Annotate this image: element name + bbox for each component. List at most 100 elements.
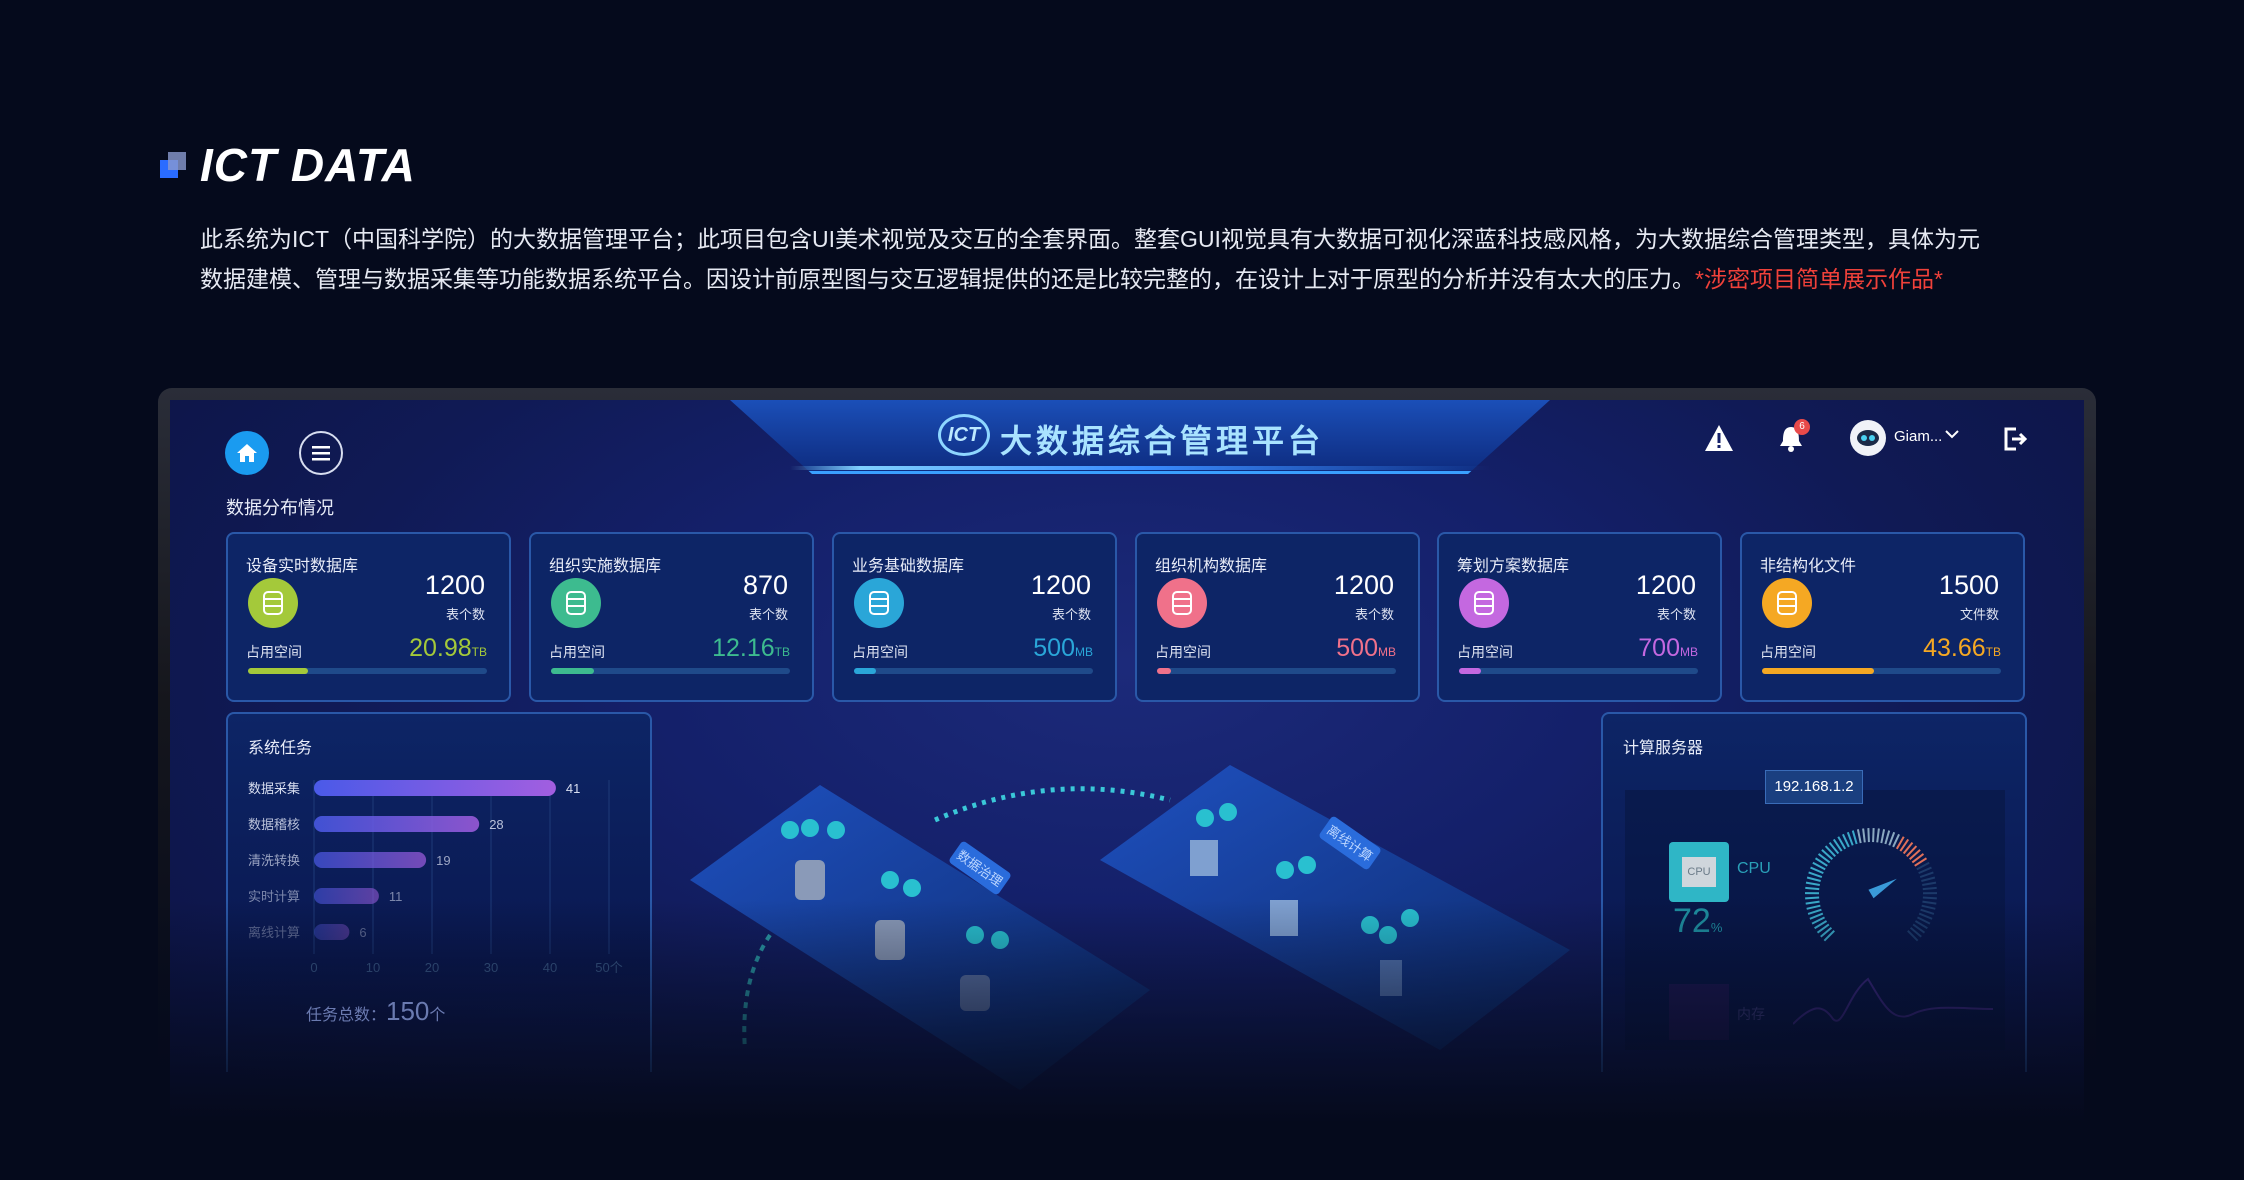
bar-value-label: 41 bbox=[566, 781, 580, 796]
gauge-tick bbox=[1914, 857, 1928, 867]
app-title: 大数据综合管理平台 bbox=[1000, 423, 1325, 459]
card-count-label: 表个数 bbox=[1656, 607, 1696, 622]
card-count-label: 表个数 bbox=[1051, 607, 1091, 622]
size-unit: TB bbox=[774, 645, 790, 659]
banner-glow bbox=[790, 466, 1490, 470]
usage-bar bbox=[1157, 668, 1396, 674]
warning-button[interactable] bbox=[1704, 424, 1734, 457]
gauge-tick bbox=[1805, 881, 1820, 887]
gauge-tick bbox=[1892, 833, 1900, 848]
occupied-label: 占用空间 bbox=[549, 644, 605, 660]
panel-title: 系统任务 bbox=[248, 740, 313, 757]
logout-button[interactable] bbox=[2002, 426, 2028, 457]
chevron-down-icon bbox=[1945, 430, 1959, 439]
card-count: 1200 bbox=[1635, 570, 1696, 600]
gauge-tick bbox=[1916, 861, 1930, 871]
gauge-tick bbox=[1876, 828, 1880, 843]
gauge-tick bbox=[1808, 871, 1823, 878]
task-total: 任务总数：150个 bbox=[306, 996, 445, 1027]
size-unit: MB bbox=[1680, 645, 1698, 659]
database-check-icon bbox=[551, 578, 601, 628]
gauge-tick bbox=[1919, 871, 1934, 878]
logout-icon bbox=[2004, 427, 2028, 451]
file-icon bbox=[1762, 578, 1812, 628]
gauge-tick bbox=[1805, 896, 1820, 900]
db-card[interactable]: 业务基础数据库 1200 表个数 占用空间 500MB bbox=[832, 532, 1117, 702]
gauge-tick bbox=[1805, 886, 1820, 891]
bar bbox=[314, 780, 556, 796]
size-unit: MB bbox=[1378, 645, 1396, 659]
occupied-label: 占用空间 bbox=[246, 644, 302, 660]
notification-badge: 6 bbox=[1794, 419, 1810, 435]
gauge-tick bbox=[1918, 866, 1932, 875]
user-menu-toggle[interactable] bbox=[1944, 426, 1960, 447]
task-total-label: 任务总数： bbox=[306, 1007, 387, 1024]
db-card[interactable]: 非结构化文件 1500 文件数 占用空间 43.66TB bbox=[1740, 532, 2025, 702]
size-value: 43.66 bbox=[1923, 634, 1986, 662]
card-title: 业务基础数据库 bbox=[852, 558, 965, 575]
task-total-unit: 个 bbox=[429, 1007, 446, 1024]
cpu-chip-icon: CPU bbox=[1669, 842, 1729, 902]
gauge-tick bbox=[1911, 853, 1925, 864]
size-unit: TB bbox=[471, 645, 487, 659]
card-size: 700MB bbox=[1638, 634, 1698, 663]
gauge-tick bbox=[1824, 845, 1836, 857]
db-card[interactable]: 组织实施数据库 870 表个数 占用空间 12.16TB bbox=[529, 532, 814, 702]
gauge-tick bbox=[1821, 849, 1833, 860]
avatar[interactable] bbox=[1850, 420, 1886, 456]
home-button[interactable] bbox=[225, 431, 269, 475]
user-name[interactable]: Giam... bbox=[1894, 428, 1943, 445]
card-title: 组织实施数据库 bbox=[549, 558, 662, 575]
size-unit: TB bbox=[1985, 645, 2001, 659]
menu-button[interactable] bbox=[299, 431, 343, 475]
occupied-label: 占用空间 bbox=[1760, 644, 1816, 660]
card-size: 43.66TB bbox=[1923, 634, 2001, 663]
card-count: 870 bbox=[742, 570, 788, 600]
card-count-label: 文件数 bbox=[1959, 607, 1999, 622]
card-title: 非结构化文件 bbox=[1760, 558, 1857, 575]
card-count-label: 表个数 bbox=[1354, 607, 1394, 622]
usage-bar-fill bbox=[1459, 668, 1481, 674]
cpu-label: CPU bbox=[1737, 860, 1771, 877]
server-ip-tag[interactable]: 192.168.1.2 bbox=[1765, 770, 1863, 804]
gauge-tick bbox=[1842, 833, 1850, 848]
gauge-tick bbox=[1902, 842, 1914, 855]
monitor-chart-icon bbox=[854, 578, 904, 628]
gauge-tick bbox=[1884, 830, 1891, 845]
usage-bar-fill bbox=[854, 668, 876, 674]
usage-bar-fill bbox=[1762, 668, 1875, 674]
bar-value-label: 19 bbox=[436, 853, 450, 868]
card-count: 1500 bbox=[1938, 570, 1999, 600]
card-title: 设备实时数据库 bbox=[246, 558, 359, 575]
db-card[interactable]: 筹划方案数据库 1200 表个数 占用空间 700MB bbox=[1437, 532, 1722, 702]
bar bbox=[314, 852, 427, 868]
db-card[interactable]: 设备实时数据库 1200 表个数 占用空间 20.98TB bbox=[226, 532, 511, 702]
card-count: 1200 bbox=[1030, 570, 1091, 600]
usage-bar-fill bbox=[1157, 668, 1172, 674]
confidential-note: *涉密项目简单展示作品* bbox=[1695, 266, 1943, 292]
card-count-label: 表个数 bbox=[748, 607, 788, 622]
gauge-tick bbox=[1921, 876, 1936, 882]
size-value: 20.98 bbox=[409, 634, 472, 662]
gauge-tick bbox=[1888, 831, 1896, 846]
gauge-tick bbox=[1837, 836, 1847, 850]
robot-avatar-icon bbox=[1857, 430, 1879, 446]
card-count: 1200 bbox=[1333, 570, 1394, 600]
document-tray-icon bbox=[1459, 578, 1509, 628]
gauge-tick bbox=[1846, 831, 1854, 846]
panel-title: 计算服务器 bbox=[1623, 740, 1704, 757]
intro-text: 数据建模、管理与数据采集等功能数据系统平台。因设计前原型图与交互逻辑提供的还是比… bbox=[200, 266, 1695, 292]
cpu-chip-label: CPU bbox=[1682, 857, 1716, 887]
card-count-label: 表个数 bbox=[445, 607, 485, 622]
gauge-tick bbox=[1880, 829, 1886, 844]
gauge-tick bbox=[1817, 853, 1831, 864]
gauge-tick bbox=[1922, 886, 1937, 891]
category-label: 数据稽核 bbox=[248, 817, 300, 832]
bar bbox=[314, 816, 480, 832]
db-card[interactable]: 组织机构数据库 1200 表个数 占用空间 500MB bbox=[1135, 532, 1420, 702]
card-count: 1200 bbox=[424, 570, 485, 600]
intro-line-1: 此系统为ICT（中国科学院）的大数据管理平台；此项目包含UI美术视觉及交互的全套… bbox=[200, 226, 1980, 252]
task-total-value: 150 bbox=[386, 996, 430, 1026]
gauge-tick bbox=[1832, 838, 1843, 852]
size-value: 500 bbox=[1336, 634, 1378, 662]
